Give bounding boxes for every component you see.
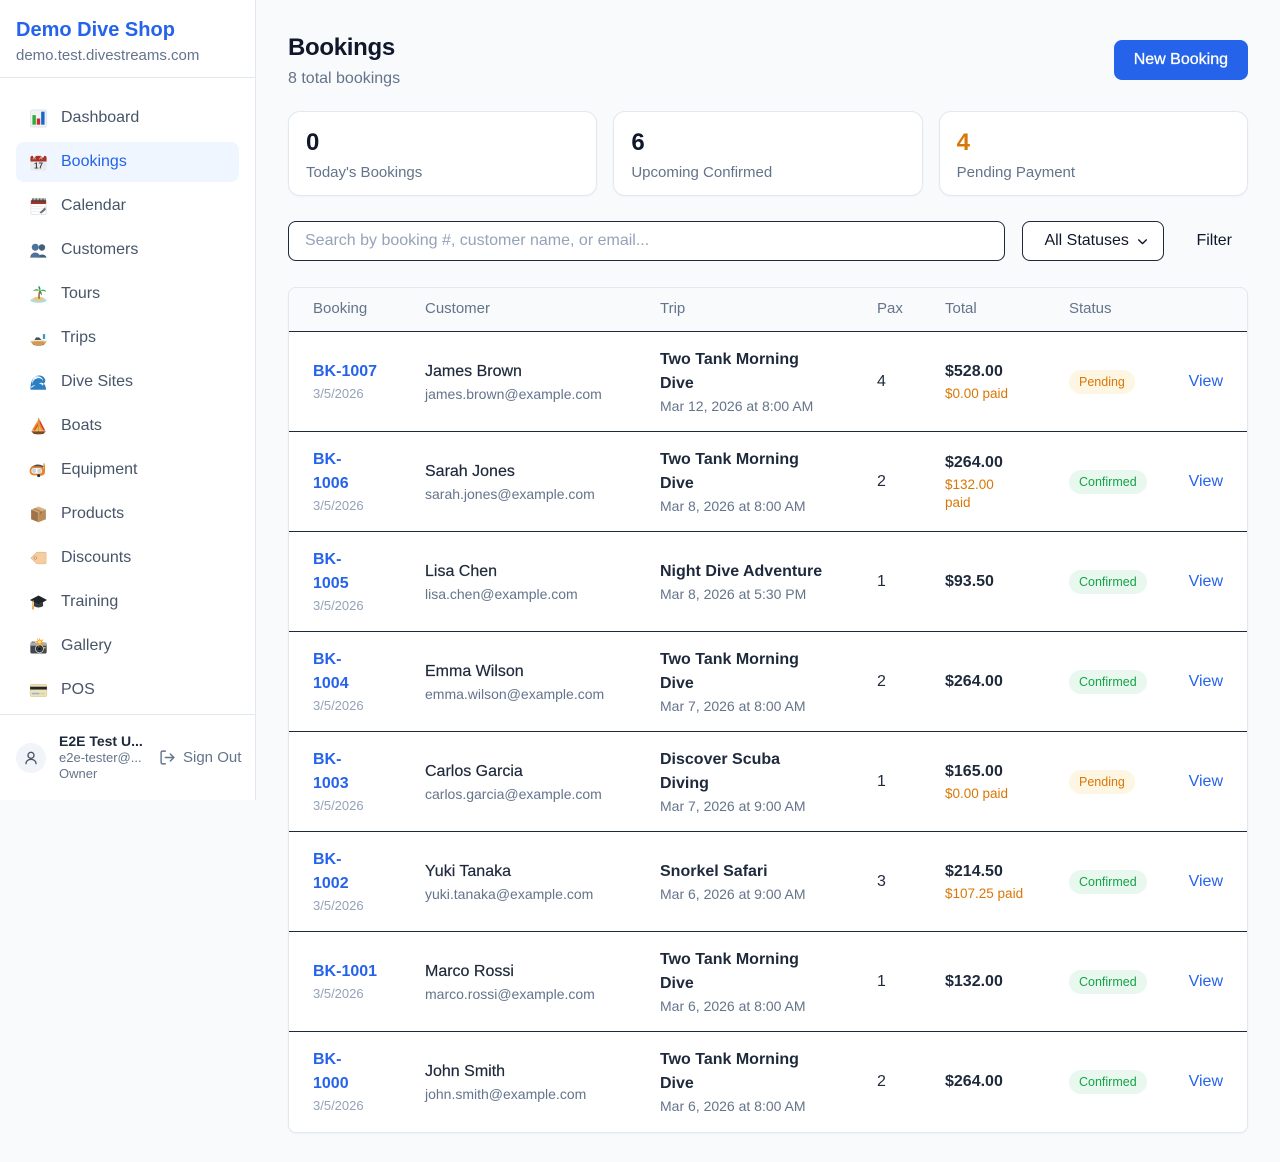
svg-text:17: 17 bbox=[34, 161, 43, 170]
